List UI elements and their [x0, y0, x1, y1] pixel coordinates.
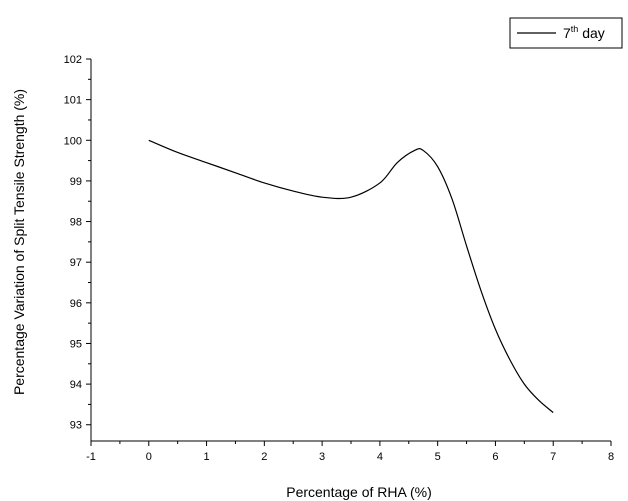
axes	[90, 59, 611, 442]
y-tick-label: 99	[70, 176, 82, 188]
x-tick-label: 7	[550, 451, 556, 463]
x-tick-label: -1	[86, 451, 96, 463]
y-tick-label: 101	[64, 95, 82, 107]
y-tick-label: 95	[70, 338, 82, 350]
y-tick-label: 98	[70, 217, 82, 229]
x-tick-label: 5	[435, 451, 441, 463]
x-tick-label: 6	[492, 451, 498, 463]
y-tick-label: 94	[70, 379, 82, 391]
legend-label-base: 7	[563, 25, 571, 41]
series-lines	[148, 139, 554, 414]
x-tick-label: 1	[203, 451, 209, 463]
ticks: -1 0 1 2 3 4 5 6 7 8 93 94 95 96 97 98 99 100 101 102	[64, 54, 614, 463]
y-tick-label: 93	[70, 420, 82, 432]
y-tick-label: 96	[70, 298, 82, 310]
series-line-0	[148, 139, 554, 414]
x-tick-label: 8	[608, 451, 614, 463]
x-tick-label: 2	[261, 451, 267, 463]
y-tick-label: 97	[70, 257, 82, 269]
x-tick-label: 4	[377, 451, 383, 463]
x-tick-label: 3	[319, 451, 325, 463]
legend: 7th day	[509, 17, 623, 49]
x-tick-label: 0	[146, 451, 152, 463]
legend-label-sup: th	[571, 24, 579, 34]
legend-label: 7th day	[563, 24, 605, 41]
legend-label-tail: day	[578, 25, 604, 41]
y-tick-label: 102	[64, 54, 82, 66]
y-tick-label: 100	[64, 135, 82, 147]
y-axis-title: Percentage Variation of Split Tensile St…	[11, 89, 27, 395]
x-axis-title: Percentage of RHA (%)	[286, 484, 432, 500]
